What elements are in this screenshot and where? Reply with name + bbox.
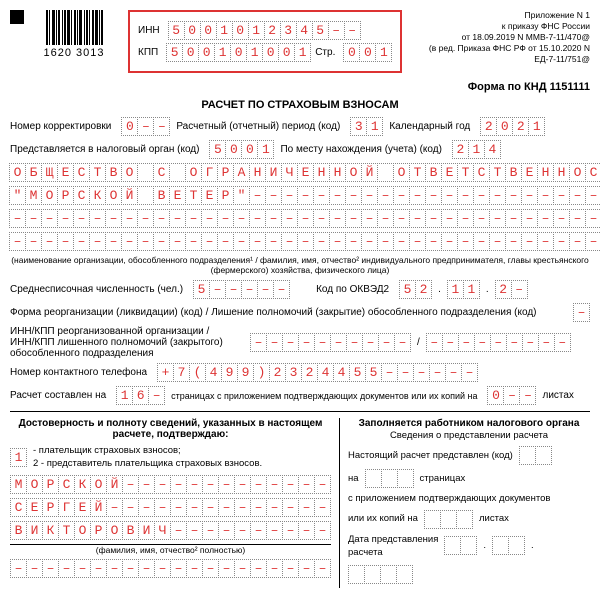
- name2: СЕРГЕЙ––––––––––––––: [10, 498, 331, 517]
- reorg-inn-cells: ––––––––––: [250, 333, 411, 352]
- confirm-text: - плательщик страховых взносов; 2 - пред…: [33, 444, 262, 471]
- reorg-label: Форма реорганизации (ликвидации) (код) /…: [10, 307, 563, 318]
- r3b: листах: [479, 512, 509, 525]
- name1: МОРСКОЙ–––––––––––––: [10, 475, 331, 494]
- r1c: страницах: [420, 472, 466, 485]
- r-pages: [365, 469, 414, 488]
- year-cells: 2021: [480, 117, 545, 136]
- tax-org-label: Представляется в налоговый орган (код): [10, 144, 199, 155]
- location-label: По месту нахождения (учета) (код): [280, 144, 441, 155]
- okved2-cells: 11: [447, 280, 480, 299]
- year-label: Календарный год: [389, 121, 470, 132]
- avg-label: Среднесписочная численность (чел.): [10, 284, 183, 295]
- pages-att-cells: 0––: [487, 386, 536, 405]
- left-title: Достоверность и полноту сведений, указан…: [10, 418, 331, 440]
- right-title: Заполняется работником налогового органа: [348, 418, 590, 429]
- inn-kpp-box: ИНН 5001012345–– КПП 500101001 Стр. 001: [128, 10, 402, 73]
- doc-title: РАСЧЕТ ПО СТРАХОВЫМ ВЗНОСАМ: [10, 99, 590, 111]
- r-date1: [444, 536, 477, 555]
- tax-org-cells: 5001: [209, 140, 274, 159]
- confirm-cells: 1: [10, 448, 27, 467]
- okved3-cells: 2–: [495, 280, 528, 299]
- period-label: Расчетный (отчетный) период (код): [176, 121, 340, 132]
- okved1-cells: 52: [399, 280, 432, 299]
- legal-text: Приложение N 1 к приказу ФНС России от 1…: [410, 10, 590, 65]
- kpp-cells: 500101001: [166, 43, 311, 62]
- name-note: (фамилия, имя, отчество² полностью): [10, 544, 331, 555]
- corr-label: Номер корректировки: [10, 121, 111, 132]
- name3: ВИКТОРОВИЧ––––––––––: [10, 521, 331, 540]
- r1a: Настоящий расчет представлен (код): [348, 449, 513, 462]
- reorg-cells: –: [573, 303, 590, 322]
- reorg-kpp-cells: –––––––––: [426, 333, 571, 352]
- org-line3: ––––––––––––––––––––––––––––––––––––––––: [10, 209, 600, 228]
- r3a: или их копий на: [348, 512, 418, 525]
- avg-cells: 5–––––: [193, 280, 290, 299]
- r-date3: [348, 565, 413, 584]
- org-line2: "МОРСКОЙВЕТЕР"–––––––––––––––––––––––––: [10, 186, 600, 205]
- pages-label3: листах: [542, 390, 573, 401]
- r4: Дата представления расчета: [348, 533, 438, 560]
- okved-label: Код по ОКВЭД2: [316, 284, 389, 295]
- r-date2: [492, 536, 525, 555]
- r1b: на: [348, 472, 359, 485]
- name4: ––––––––––––––––––––: [10, 559, 331, 578]
- period-cells: 31: [350, 117, 383, 136]
- inn-label: ИНН: [138, 25, 160, 36]
- str-label: Стр.: [315, 47, 335, 58]
- location-cells: 214: [452, 140, 501, 159]
- form-code: Форма по КНД 1151111: [10, 81, 590, 93]
- right-sub: Сведения о представлении расчета: [348, 429, 590, 442]
- r2: с приложением подтверждающих документов: [348, 492, 590, 505]
- str-cells: 001: [343, 43, 392, 62]
- phone-label: Номер контактного телефона: [10, 367, 147, 378]
- reorg-innkpp-label: ИНН/КПП реорганизованной организации / И…: [10, 326, 240, 359]
- pages-cells: 16–: [116, 386, 165, 405]
- r-att: [424, 510, 473, 529]
- divider: [10, 411, 590, 412]
- pages-label2: страницах с приложением подтверждающих д…: [171, 391, 477, 401]
- barcode: [28, 10, 120, 45]
- inn-cells: 5001012345––: [168, 21, 361, 40]
- pages-label1: Расчет составлен на: [10, 390, 106, 401]
- corr-cells: 0––: [121, 117, 170, 136]
- org-line1: ОБЩЕСТВОСОГРАНИЧЕННОЙОТВЕТСТВЕННОСТЬЮ: [10, 163, 600, 182]
- barcode-text: 1620 3013: [28, 47, 120, 59]
- kpp-label: КПП: [138, 47, 158, 58]
- r-code: [519, 446, 552, 465]
- phone-cells: +7(499)2324455––––––: [157, 363, 478, 382]
- barcode-block: 1620 3013: [10, 10, 120, 59]
- org-note: (наименование организации, обособленного…: [10, 255, 590, 275]
- org-line4: ––––––––––––––––––––––––––––––––––––––––: [10, 232, 600, 251]
